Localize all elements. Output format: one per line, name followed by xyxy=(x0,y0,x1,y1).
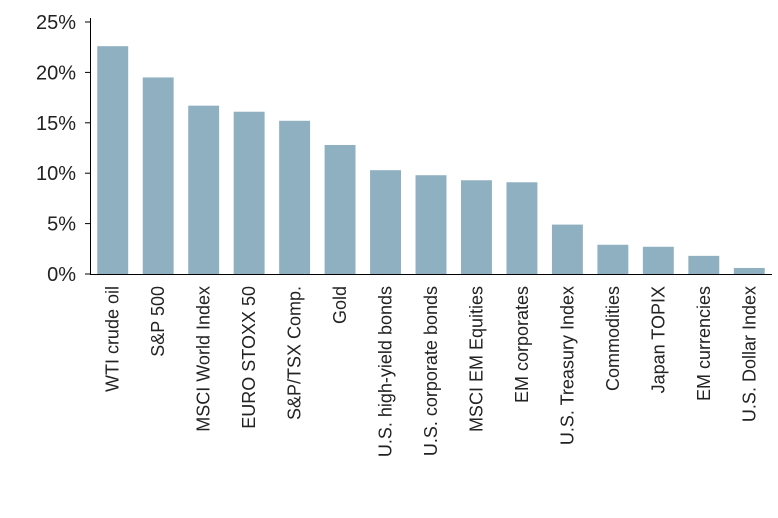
bar xyxy=(324,144,356,274)
bar xyxy=(733,267,765,274)
x-category-label: S&P/TSX Comp. xyxy=(285,286,305,420)
bar xyxy=(642,246,674,274)
x-category-label: Japan TOPIX xyxy=(648,286,668,393)
y-tick-label: 10% xyxy=(36,163,76,185)
bar xyxy=(97,46,129,274)
y-tick-label: 15% xyxy=(36,113,76,135)
bar xyxy=(506,182,538,274)
bar xyxy=(415,175,447,274)
x-category-label: U.S. Treasury Index xyxy=(557,286,577,445)
y-axis-ticks: 0% 5% 10% 15% 20% 25% xyxy=(36,12,90,286)
x-category-label: U.S. high-yield bonds xyxy=(376,286,396,457)
y-tick-label: 20% xyxy=(36,62,76,84)
bar xyxy=(188,105,220,274)
bar xyxy=(597,244,629,274)
x-category-label: U.S. corporate bonds xyxy=(421,286,441,456)
category-labels: WTI crude oil S&P 500 MSCI World Index EURO… xyxy=(103,286,760,457)
x-category-label: WTI crude oil xyxy=(103,286,123,392)
y-tick-label: 5% xyxy=(47,214,76,236)
x-category-label: Commodities xyxy=(603,286,623,391)
x-category-label: Gold xyxy=(330,286,350,324)
bar xyxy=(233,111,265,274)
bar xyxy=(551,224,583,274)
x-category-label: U.S. Dollar Index xyxy=(739,286,759,422)
x-category-label: S&P 500 xyxy=(148,286,168,357)
bars xyxy=(97,46,765,274)
x-category-label: EM corporates xyxy=(512,286,532,403)
bar xyxy=(461,180,492,274)
y-tick-label: 25% xyxy=(36,12,76,34)
x-category-label: EM currencies xyxy=(694,286,714,401)
x-category-label: EURO STOXX 50 xyxy=(239,286,259,429)
bar xyxy=(142,77,174,274)
y-tick-label: 0% xyxy=(47,264,76,286)
x-category-label: MSCI World Index xyxy=(194,286,214,432)
bar xyxy=(370,170,401,274)
x-category-label: MSCI EM Equities xyxy=(466,286,486,432)
bar xyxy=(279,120,311,274)
bar xyxy=(688,255,720,274)
